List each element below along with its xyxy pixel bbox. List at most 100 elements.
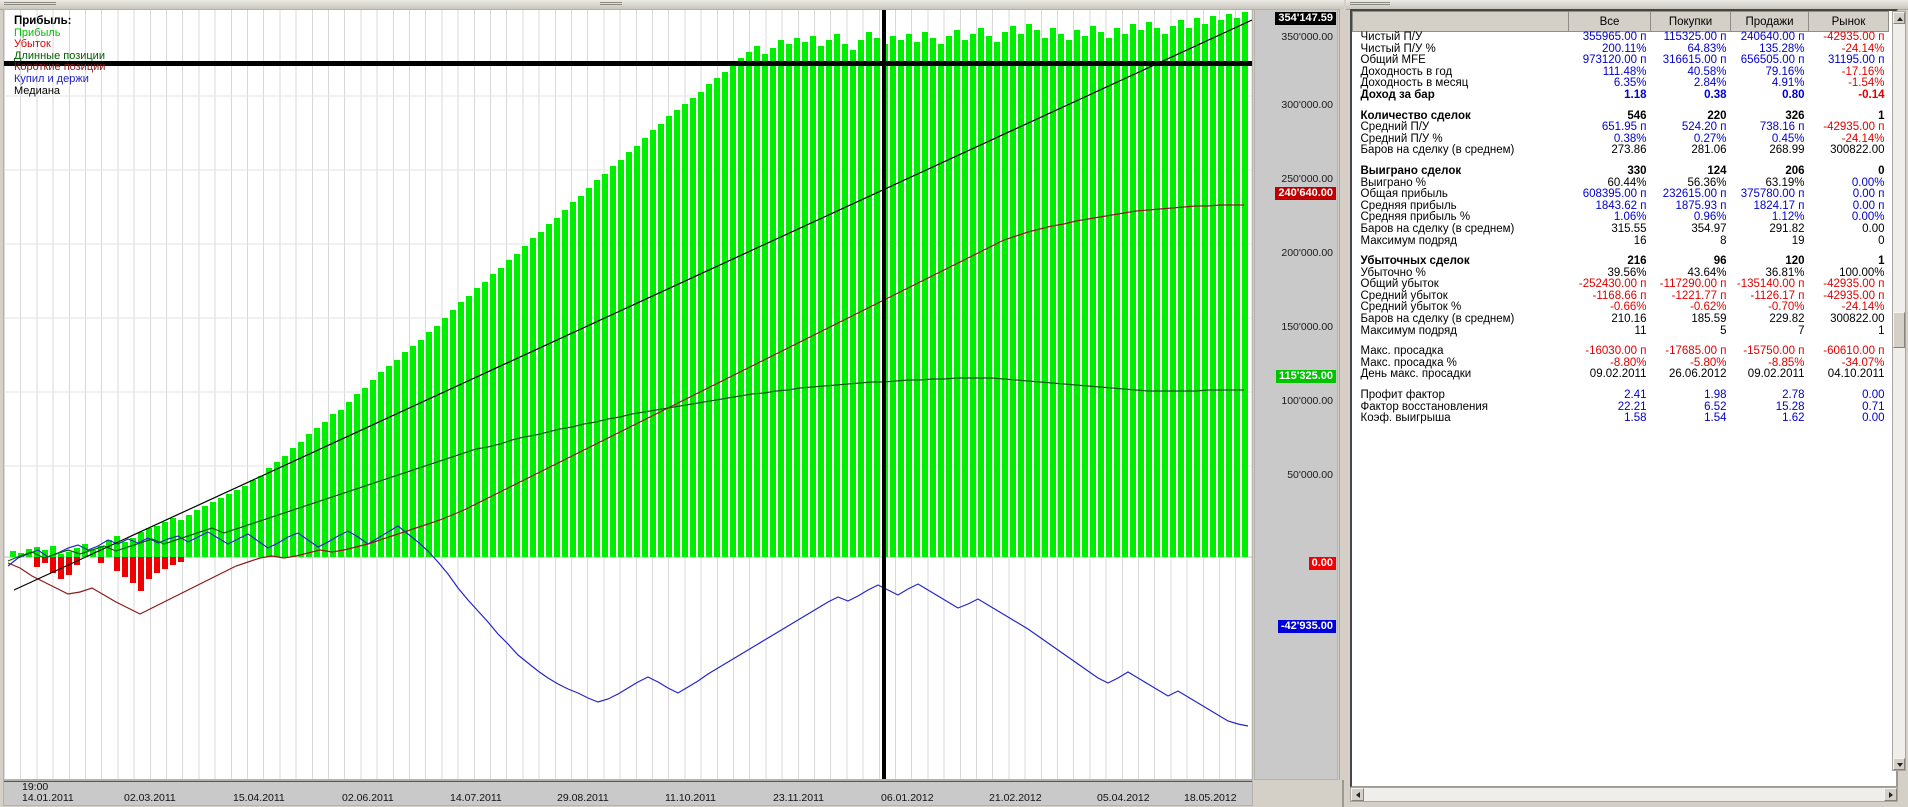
price-tick-350000: 350'000.00: [1281, 31, 1333, 43]
scroll-down-arrow-icon[interactable]: [1893, 758, 1905, 770]
stat-value: 229.82: [1769, 313, 1805, 326]
stat-label: Коэф. выигрыша: [1360, 412, 1451, 425]
table-row[interactable]: Максимум подряд 16 8 19 0: [1353, 235, 1889, 248]
scroll-up-arrow-icon[interactable]: [1893, 12, 1905, 24]
stat-value: -252430.00 п: [1578, 278, 1647, 291]
stat-value: 120: [1785, 255, 1805, 268]
table-row[interactable]: Общая прибыль 608395.00 п 232615.00 п 37578…: [1353, 189, 1889, 201]
stats-col-header-market[interactable]: Рынок: [1808, 11, 1889, 32]
stat-value: 291.82: [1769, 222, 1805, 235]
stat-value: 206: [1785, 164, 1805, 177]
stat-label: Средняя прибыль: [1360, 199, 1457, 212]
stat-value: 973120.00 п: [1582, 54, 1647, 67]
legend-item-long-positions: Длинные позиции: [14, 49, 105, 62]
stat-value: 09.02.2011: [1589, 368, 1647, 381]
chart-scroll-strip[interactable]: [1339, 9, 1345, 780]
table-row[interactable]: Профит фактор 2.41 1.98 2.78 0.00: [1353, 389, 1889, 402]
stats-titlebar-grip[interactable]: [1350, 2, 1390, 6]
stat-value: 63.19%: [1765, 176, 1805, 189]
stat-value: -8.80%: [1610, 356, 1647, 369]
stats-col-header-all[interactable]: Все: [1568, 11, 1651, 32]
stat-label: Убыточных сделок: [1360, 255, 1470, 268]
stat-value: 316615.00 п: [1662, 54, 1727, 67]
stat-value: 524.20 п: [1681, 121, 1727, 134]
stat-value: 36.81%: [1765, 266, 1805, 279]
crosshair-vertical[interactable]: [882, 10, 886, 779]
stat-value: 355965.00 п: [1582, 31, 1647, 43]
stat-value: -17685.00 п: [1665, 345, 1727, 358]
table-row[interactable]: Средний убыток % -0.66% -0.62% -0.70% -24.14…: [1353, 302, 1889, 314]
stats-vertical-scrollbar[interactable]: [1892, 11, 1906, 771]
stats-horizontal-scrollbar[interactable]: [1350, 787, 1898, 802]
stat-value: 1.54: [1704, 412, 1727, 425]
table-row[interactable]: Средний П/У % 0.38% 0.27% 0.45% -24.14%: [1353, 132, 1889, 146]
table-row[interactable]: Средний убыток -1168.66 п -1221.77 п -1126.…: [1353, 290, 1889, 303]
stat-value: -5.80%: [1690, 356, 1727, 369]
stat-value: 0.96%: [1693, 211, 1727, 224]
table-row[interactable]: Общий MFE 973120.00 п 316615.00 п 656505.00…: [1353, 55, 1889, 67]
crosshair-horizontal[interactable]: [4, 61, 1252, 66]
table-row[interactable]: Максимум подряд 11 5 7 1: [1353, 325, 1889, 338]
table-row[interactable]: Макс. просадка -16030.00 п -17685.00 п -157…: [1353, 346, 1889, 358]
scroll-thumb[interactable]: [1893, 312, 1905, 348]
time-axis[interactable]: 19:00 14.01.2011 02.03.2011 15.04.2011 0…: [3, 780, 1253, 806]
price-scale[interactable]: 350'000.00 300'000.00 250'000.00 200'000…: [1254, 9, 1338, 780]
stat-value: -0.70%: [1768, 301, 1805, 314]
stat-value: 115325.00 п: [1663, 31, 1727, 43]
table-row[interactable]: Фактор восстановления 22.21 6.52 15.28 0.71: [1353, 401, 1889, 414]
legend-item-profit: Прибыль: [14, 26, 61, 39]
stat-label: Чистый П/У %: [1360, 42, 1436, 55]
stat-value: 0.00 п: [1852, 199, 1885, 212]
table-row[interactable]: Доходность в год 111.48% 40.58% 79.16% -17.1…: [1353, 65, 1889, 79]
stat-value: 0.38%: [1613, 132, 1647, 145]
chart-titlebar-grip-right[interactable]: [600, 2, 622, 6]
table-row[interactable]: Общий убыток -252430.00 п -117290.00 п -135…: [1353, 279, 1889, 291]
stat-value: -42935.00 п: [1823, 278, 1885, 291]
stat-value: 1: [1878, 255, 1885, 268]
statistics-table-container[interactable]: Все Покупки Продажи Рынок Чистый П/У 3559…: [1350, 9, 1898, 788]
table-row[interactable]: Чистый П/У 355965.00 п 115325.00 п 240640.0…: [1353, 31, 1889, 44]
time-tick-4: 14.07.2011: [450, 792, 502, 804]
chart-titlebar-grip[interactable]: [4, 2, 56, 6]
scroll-right-arrow-icon[interactable]: [1884, 788, 1897, 801]
time-tick-6: 11.10.2011: [665, 792, 716, 804]
chart-plot-area[interactable]: Прибыль: Прибыль Убыток Длинные позиции …: [3, 9, 1253, 780]
stat-label: Средний П/У: [1360, 121, 1430, 134]
stat-value: 2.78: [1782, 389, 1805, 402]
table-row[interactable]: Доходность в месяц 6.35% 2.84% 4.91% -1.54%: [1353, 78, 1889, 90]
table-row[interactable]: Баров на сделку (в среднем) 273.86 281.06 2…: [1353, 145, 1889, 157]
stat-label: Доходность в год: [1360, 65, 1453, 78]
table-row[interactable]: Выиграно % 60.44% 56.36% 63.19% 0.00%: [1353, 176, 1889, 190]
stats-col-header-buys[interactable]: Покупки: [1650, 11, 1731, 32]
time-tick-11: 18.05.2012: [1184, 792, 1237, 804]
table-row[interactable]: Баров на сделку (в среднем) 210.16 185.59 2…: [1353, 313, 1889, 326]
table-row[interactable]: Количество сделок 546 220 326 1: [1353, 110, 1889, 123]
price-tag-long: 115'325.00: [1275, 370, 1336, 383]
table-row[interactable]: Средняя прибыль % 1.06% 0.96% 1.12% 0.00%: [1353, 212, 1889, 224]
table-row[interactable]: Чистый П/У % 200.11% 64.83% 135.28% -24.14%: [1353, 42, 1889, 56]
stat-value: 1875.93 п: [1675, 199, 1727, 212]
table-row[interactable]: Средняя прибыль 1843.62 п 1875.93 п 1824.17…: [1353, 199, 1889, 213]
table-row[interactable]: Доход за бар 1.18 0.38 0.80 -0.14: [1353, 89, 1889, 102]
stat-label: Средний убыток %: [1360, 301, 1462, 314]
table-row[interactable]: Макс. просадка % -8.80% -5.80% -8.85% -34.07…: [1353, 356, 1889, 370]
scroll-left-arrow-icon[interactable]: [1351, 788, 1364, 801]
table-row[interactable]: Убыточных сделок 216 96 120 1: [1353, 255, 1889, 268]
table-row[interactable]: День макс. просадки 09.02.2011 26.06.2012 0…: [1353, 369, 1889, 381]
stats-col-header-sells[interactable]: Продажи: [1730, 11, 1809, 32]
table-row[interactable]: Коэф. выигрыша 1.58 1.54 1.62 0.00: [1353, 413, 1889, 425]
stat-value: 273.86: [1611, 144, 1647, 157]
stat-value: 281.06: [1691, 144, 1727, 157]
table-row[interactable]: Баров на сделку (в среднем) 315.55 354.97 2…: [1353, 222, 1889, 236]
stat-value: 232615.00 п: [1662, 188, 1727, 201]
stat-label: Баров на сделку (в среднем): [1360, 222, 1515, 235]
stat-label: Общий MFE: [1360, 54, 1426, 67]
table-row[interactable]: Убыточно % 39.56% 43.64% 36.81% 100.00%: [1353, 266, 1889, 280]
price-tag-buy-and-hold: -42'935.00: [1277, 620, 1336, 633]
profit-bars: [10, 12, 1248, 557]
table-row[interactable]: Средний П/У 651.95 п 524.20 п 738.16 п -4293…: [1353, 122, 1889, 134]
stats-col-header-blank[interactable]: [1352, 11, 1569, 32]
table-row[interactable]: Выиграно сделок 330 124 206 0: [1353, 164, 1889, 178]
median-line: [13, 19, 1252, 591]
time-tick-7: 23.11.2011: [773, 792, 824, 804]
